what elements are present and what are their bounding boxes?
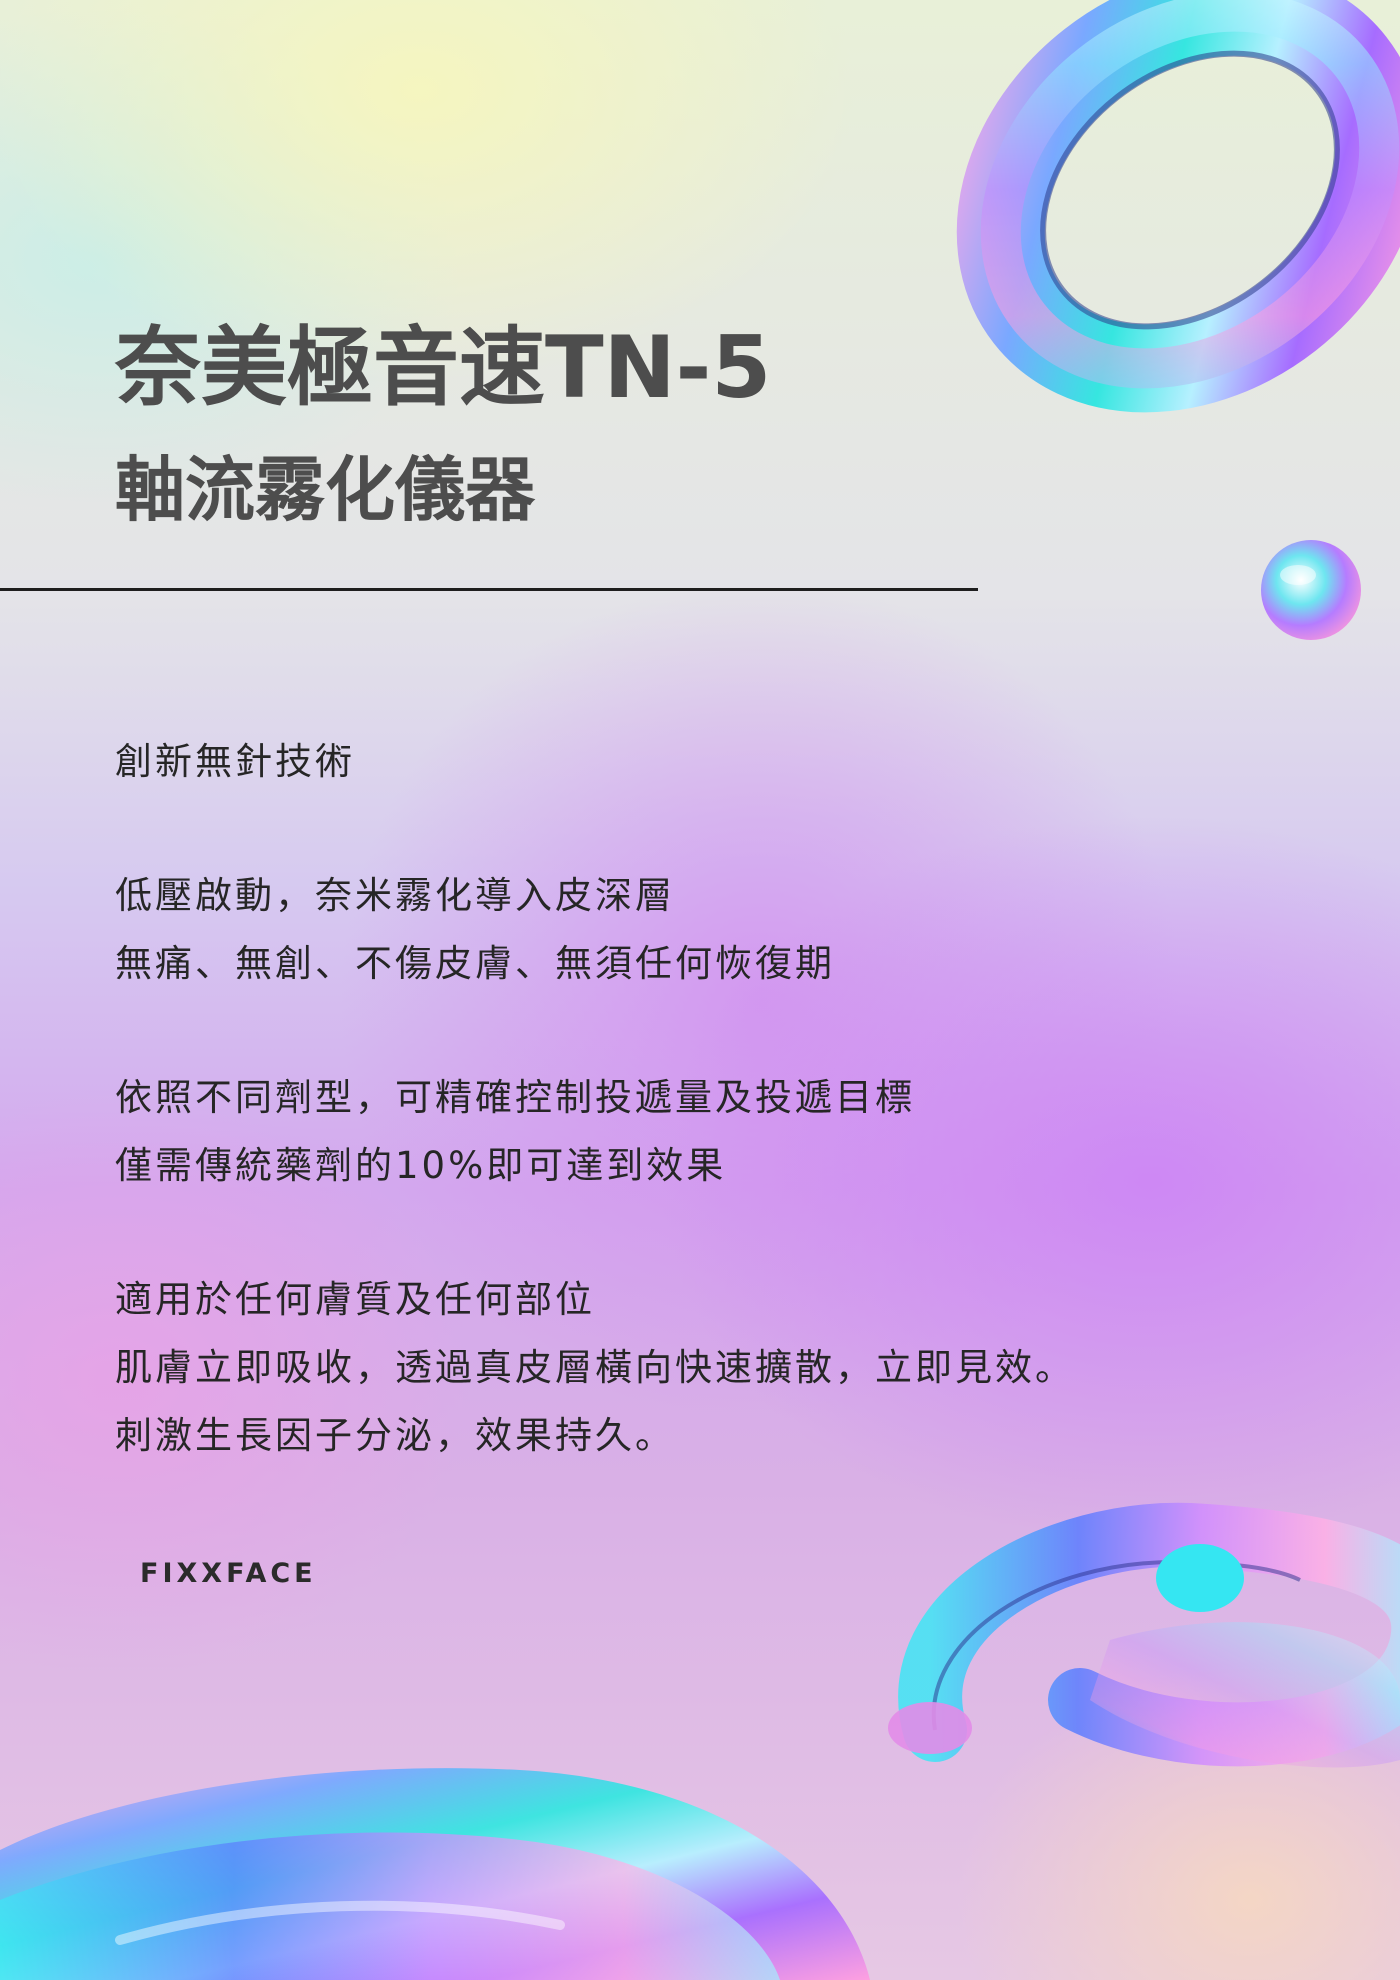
tube-ring-shape <box>888 1502 1400 1768</box>
feature-line: 肌膚立即吸收，透過真皮層橫向快速擴散，立即見效。 <box>115 1346 1075 1389</box>
brand-name: FIXXFACE <box>140 1558 317 1589</box>
feature-line: 僅需傳統藥劑的10%即可達到效果 <box>115 1144 727 1187</box>
page-title-line-2: 軸流霧化儀器 <box>115 449 535 531</box>
feature-heading: 創新無針技術 <box>115 740 355 783</box>
feature-text: 創新無針技術 低壓啟動，奈米霧化導入皮深層 無痛、無創、不傷皮膚、無須任何恢復期… <box>115 728 1255 1470</box>
feature-line: 低壓啟動，奈米霧化導入皮深層 <box>115 874 675 917</box>
feature-line: 刺激生長因子分泌，效果持久。 <box>115 1414 675 1457</box>
title-divider <box>0 588 978 591</box>
small-sphere-shape <box>1261 540 1361 640</box>
feature-line: 無痛、無創、不傷皮膚、無須任何恢復期 <box>115 942 835 985</box>
feature-line: 依照不同劑型，可精確控制投遞量及投遞目標 <box>115 1076 915 1119</box>
page-title-line-1: 奈美極音速TN-5 <box>115 318 772 418</box>
bottom-blob-shape <box>0 1768 870 1980</box>
feature-line: 適用於任何膚質及任何部位 <box>115 1278 595 1321</box>
top-ring-shape <box>956 0 1400 413</box>
